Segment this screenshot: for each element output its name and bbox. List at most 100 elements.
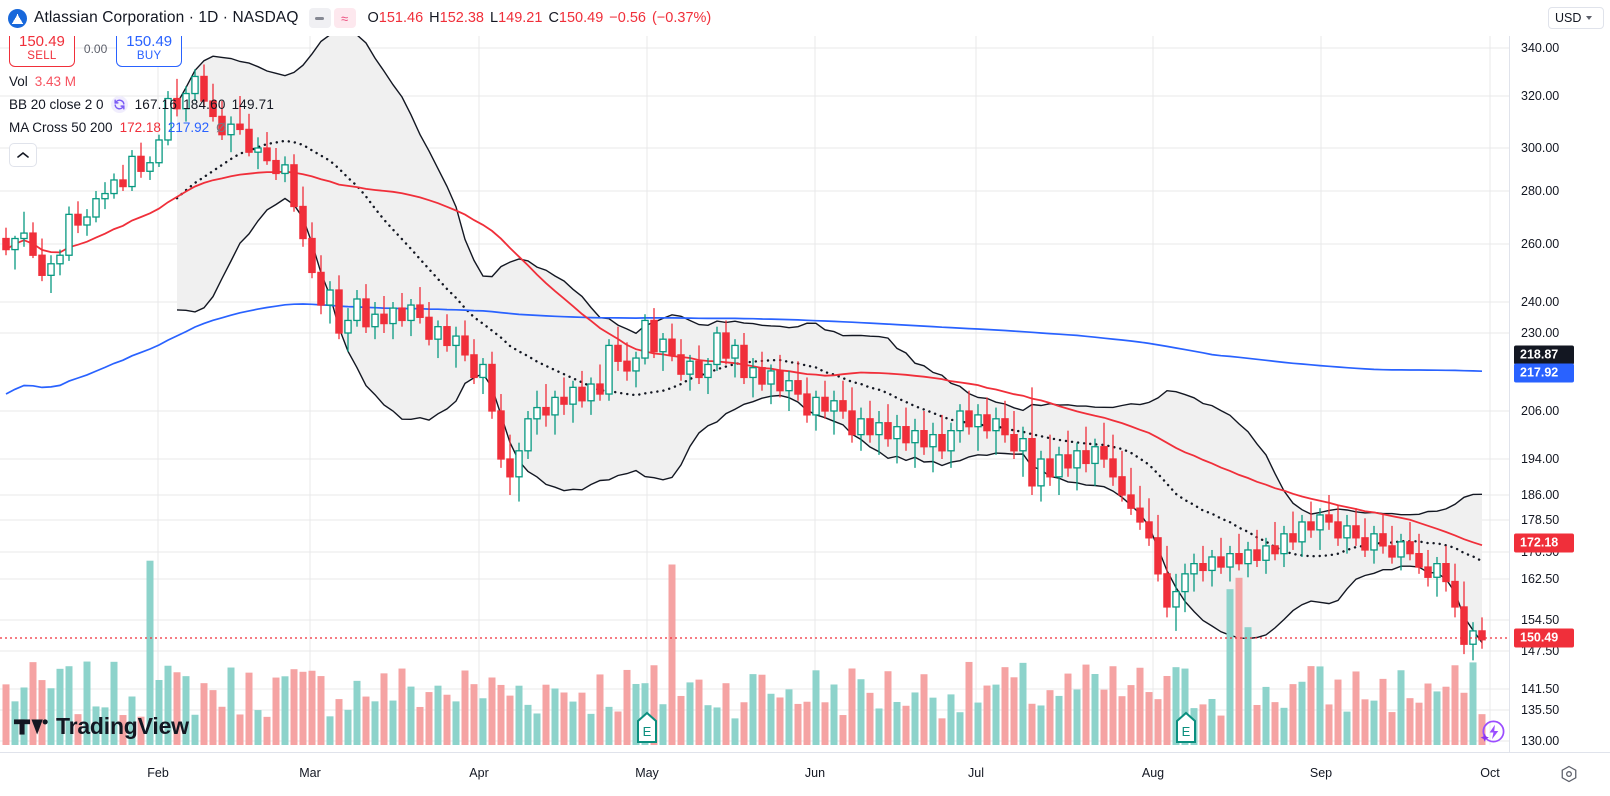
currency-select[interactable]: USD [1548, 7, 1604, 29]
volume-bar [443, 694, 451, 745]
volume-bar [164, 665, 172, 745]
candle [1352, 525, 1360, 539]
candle [1145, 521, 1153, 539]
volume-bar [776, 697, 784, 745]
candle [623, 360, 631, 372]
candle [596, 383, 604, 395]
volume-bar [1163, 675, 1171, 745]
volume-legend-row[interactable]: Vol 3.43 M [9, 74, 274, 89]
buy-button[interactable]: 150.49 BUY [116, 30, 183, 68]
volume-bar [1136, 667, 1144, 745]
candle [1163, 573, 1171, 608]
candle [1019, 437, 1027, 452]
ma-slow-line [5, 303, 1483, 395]
candle [821, 396, 829, 412]
volume-bar [1046, 690, 1054, 745]
atlassian-logo-icon [8, 8, 27, 28]
candle [1181, 573, 1189, 593]
volume-bar [1253, 704, 1261, 745]
candle [947, 430, 955, 452]
close-value: 150.49 [558, 10, 604, 26]
price-badge[interactable]: 218.87 [1514, 345, 1574, 365]
candle [803, 393, 811, 416]
candle [785, 380, 793, 392]
price-badge[interactable]: 217.92 [1514, 363, 1574, 383]
ai-assistant-badge[interactable] [1479, 719, 1506, 746]
volume-bar [1298, 681, 1306, 745]
volume-bar [407, 686, 415, 745]
volume-bar [1082, 664, 1090, 745]
volume-bar [1028, 703, 1036, 745]
price-axis[interactable]: 340.00 320.00 300.00 280.00 260.00 240.00 230.… [1509, 0, 1610, 752]
volume-bar [785, 689, 793, 745]
sell-price: 150.49 [19, 33, 65, 50]
time-axis[interactable]: Feb Mar Apr May Jun Jul Aug Sep Oct [0, 752, 1610, 796]
price-tick: 186.00 [1521, 488, 1560, 502]
wave-indicator-icon[interactable]: ≈ [333, 8, 356, 28]
volume-bar [812, 670, 820, 745]
volume-bar [1037, 705, 1045, 745]
volume-bar [686, 682, 694, 745]
candle [227, 123, 235, 136]
high-value: 152.38 [439, 10, 484, 26]
candle [20, 232, 28, 240]
time-tick: Jun [804, 766, 826, 780]
volume-bar [1127, 685, 1135, 745]
low-label: L [490, 10, 499, 26]
symbol-title[interactable]: Atlassian Corporation · 1D · NASDAQ [34, 9, 299, 26]
candle [569, 386, 577, 405]
candle [272, 159, 280, 175]
candle [1073, 450, 1081, 469]
sell-button[interactable]: 150.49 SELL [9, 30, 75, 68]
time-tick: Aug [1141, 766, 1165, 780]
volume-bar [65, 666, 73, 745]
volume-bar [416, 706, 424, 745]
candle [857, 418, 865, 436]
earnings-marker[interactable]: E [1176, 711, 1196, 743]
collapse-legend-button[interactable] [9, 143, 37, 168]
candle [902, 426, 910, 444]
bar-style-icon[interactable] [308, 8, 331, 28]
bollinger-legend-row[interactable]: BB 20 close 2 0 167.16 184.60 149.71 [9, 96, 274, 114]
price-badge[interactable]: 172.18 [1514, 533, 1574, 553]
volume-bar [740, 702, 748, 745]
volume-bar [1442, 686, 1450, 745]
ma-cross-label: MA Cross 50 200 [9, 120, 113, 136]
volume-bar [569, 701, 577, 745]
candle [317, 271, 325, 306]
candle [1379, 533, 1387, 547]
volume-bar [1055, 695, 1063, 745]
earnings-marker[interactable]: E [637, 711, 657, 743]
candle [344, 319, 352, 334]
candle [74, 213, 82, 226]
candle [1244, 549, 1252, 565]
ma-cross-legend-row[interactable]: MA Cross 50 200 172.18 217.92 Ø [9, 120, 274, 135]
currency-label: USD [1555, 11, 1582, 25]
volume-bar [1244, 627, 1252, 745]
candle [92, 198, 100, 218]
volume-bar [875, 708, 883, 745]
candle [1424, 566, 1432, 578]
price-tick: 240.00 [1521, 295, 1560, 309]
candle [1280, 533, 1288, 555]
price-badge[interactable]: 150.49 [1514, 628, 1574, 648]
change-percent: (−0.37%) [651, 10, 712, 26]
candle [704, 363, 712, 379]
candle [416, 304, 424, 318]
sell-label: SELL [27, 49, 57, 62]
volume-bar [1415, 702, 1423, 745]
volume-bar [632, 683, 640, 745]
candle [533, 406, 541, 420]
candle [164, 97, 172, 141]
candle [767, 370, 775, 385]
candle [749, 367, 757, 379]
volume-bar [425, 692, 433, 745]
candle [713, 332, 721, 366]
open-label: O [367, 10, 379, 26]
refresh-icon[interactable] [110, 96, 128, 114]
volume-bar [821, 702, 829, 745]
volume-bar [920, 674, 928, 745]
axis-settings-icon[interactable] [1560, 765, 1578, 783]
